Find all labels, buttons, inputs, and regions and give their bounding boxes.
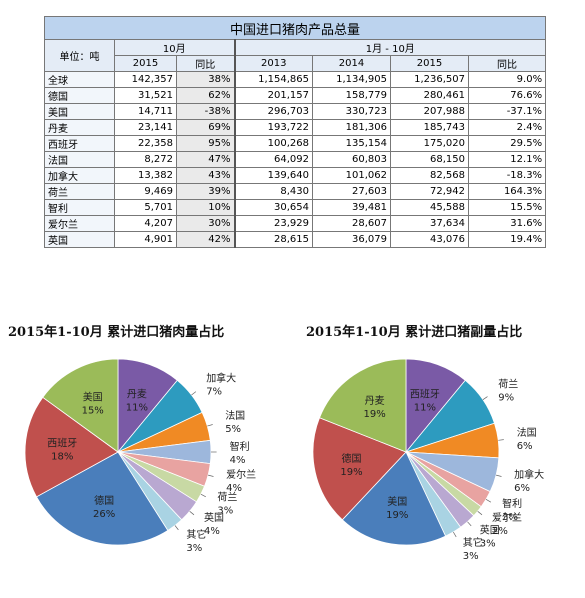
table-row: 爱尔兰 4,207 30% 23,929 28,607 37,634 31.6% — [44, 215, 547, 232]
slice-percent: 4% — [204, 526, 220, 537]
table-cell: 10% — [176, 199, 235, 216]
slice-percent: 5% — [225, 424, 241, 435]
leader-line — [467, 521, 472, 527]
table-cell: 39% — [176, 183, 235, 200]
table-cell: 19.4% — [467, 231, 547, 248]
chart-title-pork: 2015年1-10月 累计进口猪肉量占比 — [8, 325, 225, 340]
slice-label: 爱尔兰 — [226, 468, 256, 481]
leader-line — [498, 439, 504, 441]
table-row: 西班牙 22,358 95% 100,268 135,154 175,020 29.5% — [44, 135, 547, 152]
leader-line — [208, 474, 214, 477]
country-cell: 法国 — [44, 151, 115, 168]
slice-percent: 3% — [186, 543, 202, 554]
slice-label: 德国 — [94, 494, 114, 507]
slice-percent: 11% — [414, 403, 436, 414]
slice-percent: 15% — [82, 405, 104, 416]
slice-percent: 3% — [502, 512, 518, 523]
table-row: 德国 31,521 62% 201,157 158,779 280,461 76.6% — [44, 87, 547, 104]
country-cell: 全球 — [44, 71, 115, 88]
slice-label: 荷兰 — [217, 491, 237, 504]
slice-label: 爱尔兰 — [492, 511, 522, 524]
table-cell: 30% — [176, 215, 235, 232]
chart-title-offal: 2015年1-10月 累计进口猪副量占比 — [306, 325, 523, 340]
slice-label: 加拿大 — [514, 468, 544, 481]
table-cell: 42% — [176, 231, 235, 248]
leader-line — [496, 474, 502, 477]
slice-percent: 3% — [463, 551, 479, 562]
column-header: 2015 — [114, 55, 177, 72]
slice-label: 加拿大 — [206, 372, 236, 385]
slice-label: 美国 — [83, 390, 103, 403]
slice-label: 英国 — [480, 524, 500, 537]
slice-percent: 6% — [514, 483, 530, 494]
slice-label: 西班牙 — [410, 389, 440, 401]
pie-slice — [24, 396, 119, 498]
table-cell: 38% — [176, 71, 235, 88]
slice-percent: 11% — [126, 403, 148, 414]
table-row: 加拿大 13,382 43% 139,640 101,062 82,568 -18.3% — [44, 167, 547, 184]
table-row: 法国 8,272 47% 64,092 60,803 68,150 12.1% — [44, 151, 547, 168]
leader-line — [207, 424, 213, 427]
slice-percent: 6% — [517, 441, 533, 452]
slice-percent: 2% — [492, 526, 508, 537]
slice-percent: 7% — [206, 387, 222, 398]
import-table-container: 中国进口猪肉产品总量 单位：吨 10月 1月 - 10月 2015 同比 2013 2… — [43, 16, 547, 248]
slice-percent: 3% — [480, 539, 496, 550]
leader-line — [189, 511, 195, 516]
slice-label: 美国 — [387, 495, 407, 508]
pie-slice — [341, 451, 447, 546]
slice-label: 丹麦 — [365, 395, 385, 407]
leader-line — [482, 396, 488, 400]
slice-label: 法国 — [517, 426, 537, 439]
leader-line — [191, 391, 197, 396]
slice-label: 法国 — [225, 409, 245, 422]
slice-percent: 4% — [226, 483, 242, 494]
slice-label: 其它 — [186, 528, 206, 541]
country-cell: 英国 — [44, 231, 115, 248]
country-cell: 荷兰 — [44, 183, 115, 200]
slice-label: 荷兰 — [498, 377, 518, 390]
column-header: 同比 — [176, 55, 235, 72]
table-row: 英国 4,901 42% 28,615 36,079 43,076 19.4% — [44, 231, 547, 248]
slice-percent: 9% — [498, 392, 514, 403]
table-cell: 36,079 — [312, 231, 391, 248]
slice-percent: 19% — [386, 510, 408, 521]
slice-percent: 3% — [217, 506, 233, 517]
pie-slice — [312, 417, 407, 521]
leader-line — [485, 498, 492, 503]
slice-label: 其它 — [463, 536, 483, 549]
pie-slice — [319, 358, 407, 453]
slice-percent: 19% — [340, 467, 362, 478]
import-table: 中国进口猪肉产品总量 单位：吨 10月 1月 - 10月 2015 同比 2013 2… — [43, 16, 547, 248]
pie-slice — [35, 451, 169, 546]
column-header: 同比 — [467, 55, 547, 72]
slice-percent: 4% — [230, 455, 246, 466]
slice-percent: 19% — [363, 409, 385, 420]
slice-label: 丹麦 — [127, 389, 147, 401]
leader-line — [452, 531, 457, 538]
table-body: 全球 142,357 38% 1,154,865 1,134,905 1,236,507 9… — [44, 71, 547, 248]
slice-percent: 26% — [93, 509, 115, 520]
country-cell: 美国 — [44, 103, 115, 120]
slice-label: 西班牙 — [47, 438, 77, 450]
column-header: 2014 — [312, 55, 391, 72]
country-cell: 智利 — [44, 199, 115, 216]
leader-line — [200, 493, 206, 498]
slice-label: 德国 — [342, 452, 362, 465]
pie-slice — [42, 358, 119, 453]
table-cell: 4,901 — [114, 231, 177, 248]
leader-line — [477, 511, 483, 516]
table-title: 中国进口猪肉产品总量 — [43, 16, 547, 40]
slice-label: 英国 — [204, 511, 224, 524]
table-cell: 62% — [176, 87, 235, 104]
slice-percent: 18% — [51, 452, 73, 463]
table-row: 全球 142,357 38% 1,154,865 1,134,905 1,236,507 9… — [44, 71, 547, 88]
table-row: 智利 5,701 10% 30,654 39,481 45,588 15.5% — [44, 199, 547, 216]
slice-label: 智利 — [502, 497, 522, 510]
leader-line — [174, 525, 179, 531]
slice-label: 智利 — [230, 440, 250, 453]
